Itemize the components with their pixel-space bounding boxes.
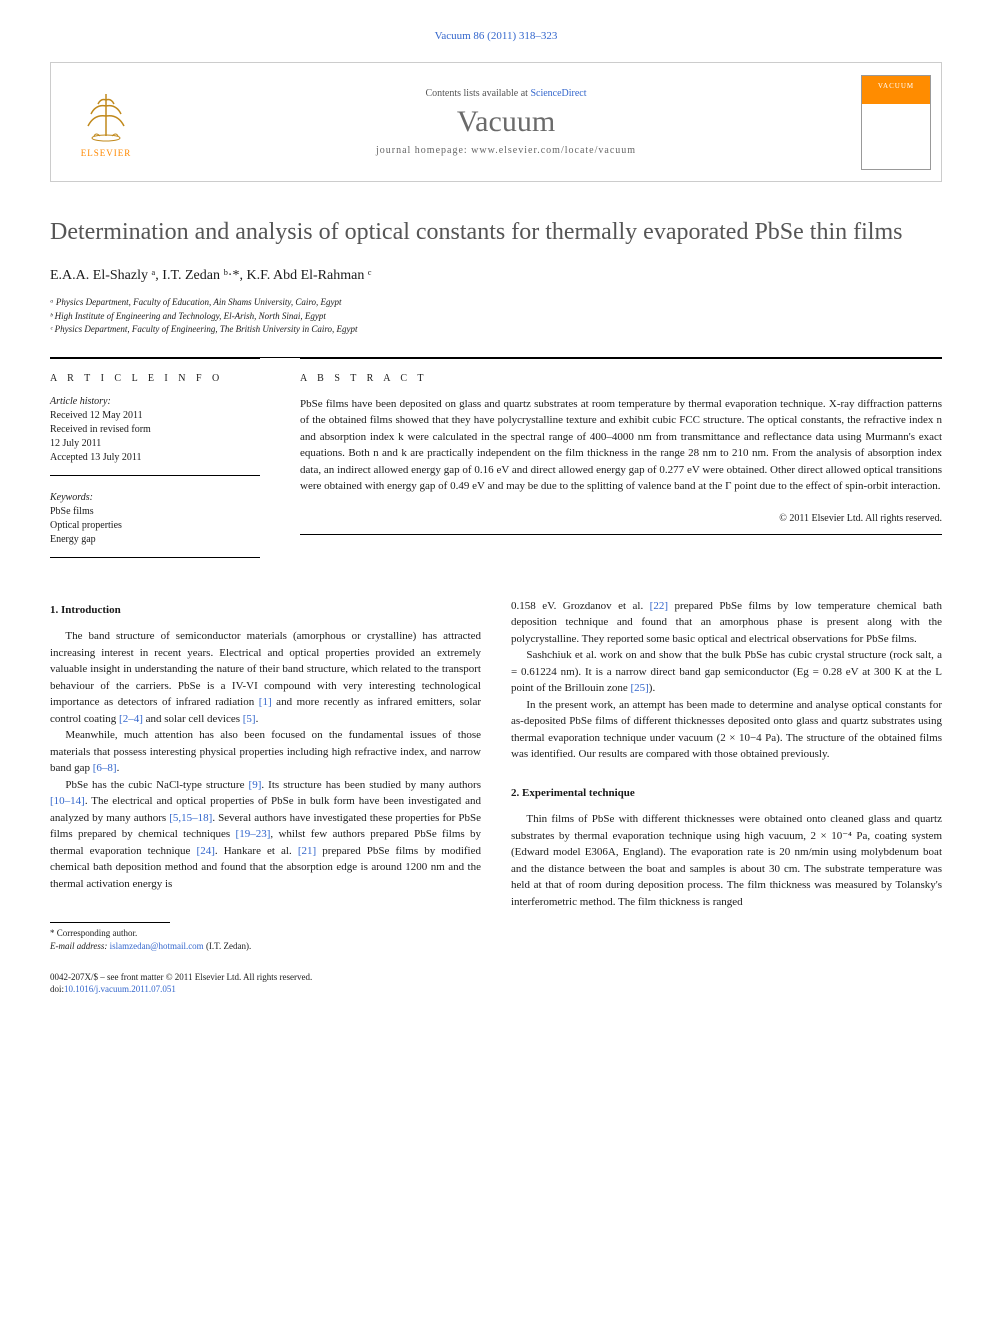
section-2-heading: 2. Experimental technique bbox=[511, 785, 942, 802]
keyword-1: PbSe films bbox=[50, 505, 260, 519]
journal-name: Vacuum bbox=[161, 105, 851, 139]
intro-para-5: Sashchiuk et al. work on and show that t… bbox=[511, 647, 942, 697]
abstract-copyright: © 2011 Elsevier Ltd. All rights reserved… bbox=[300, 513, 942, 535]
contents-prefix: Contents lists available at bbox=[425, 88, 530, 99]
contents-available-line: Contents lists available at ScienceDirec… bbox=[161, 88, 851, 99]
column-right: 0.158 eV. Grozdanov et al. [22] prepared… bbox=[511, 598, 942, 996]
affiliation-b: ᵇ High Institute of Engineering and Tech… bbox=[50, 310, 942, 324]
keywords-list: PbSe films Optical properties Energy gap bbox=[50, 505, 260, 558]
banner-center: Contents lists available at ScienceDirec… bbox=[161, 88, 851, 156]
intro-para-6: In the present work, an attempt has been… bbox=[511, 697, 942, 763]
abstract-heading: A B S T R A C T bbox=[300, 373, 942, 384]
corresponding-email[interactable]: islamzedan@hotmail.com bbox=[110, 941, 204, 951]
page-footer: 0042-207X/$ – see front matter © 2011 El… bbox=[50, 972, 481, 995]
keyword-3: Energy gap bbox=[50, 533, 260, 547]
abstract-text: PbSe films have been deposited on glass … bbox=[300, 396, 942, 505]
affiliations: ᵃ Physics Department, Faculty of Educati… bbox=[50, 296, 942, 337]
header-citation: Vacuum 86 (2011) 318–323 bbox=[50, 30, 942, 42]
history-received: Received 12 May 2011 bbox=[50, 409, 260, 423]
keywords-label: Keywords: bbox=[50, 492, 260, 503]
affiliation-a: ᵃ Physics Department, Faculty of Educati… bbox=[50, 296, 942, 310]
article-history: Received 12 May 2011 Received in revised… bbox=[50, 409, 260, 476]
sciencedirect-link[interactable]: ScienceDirect bbox=[530, 88, 586, 99]
journal-cover-block bbox=[851, 63, 941, 181]
author-list: E.A.A. El-Shazly ᵃ, I.T. Zedan ᵇ·*, K.F.… bbox=[50, 268, 942, 284]
history-accepted: Accepted 13 July 2011 bbox=[50, 451, 260, 465]
exp-para-1: Thin films of PbSe with different thickn… bbox=[511, 811, 942, 910]
article-info-heading: A R T I C L E I N F O bbox=[50, 373, 260, 384]
body-columns: 1. Introduction The band structure of se… bbox=[50, 598, 942, 996]
section-1-heading: 1. Introduction bbox=[50, 602, 481, 619]
article-title: Determination and analysis of optical co… bbox=[50, 217, 942, 248]
doi-line: doi:10.1016/j.vacuum.2011.07.051 bbox=[50, 984, 481, 996]
intro-para-4-cont: 0.158 eV. Grozdanov et al. [22] prepared… bbox=[511, 598, 942, 648]
intro-para-2: Meanwhile, much attention has also been … bbox=[50, 727, 481, 777]
doi-link[interactable]: 10.1016/j.vacuum.2011.07.051 bbox=[64, 984, 176, 994]
homepage-prefix: journal homepage: bbox=[376, 145, 471, 156]
affiliation-c: ᶜ Physics Department, Faculty of Enginee… bbox=[50, 323, 942, 337]
corresponding-label: * Corresponding author. bbox=[50, 927, 481, 940]
intro-para-3: PbSe has the cubic NaCl-type structure [… bbox=[50, 777, 481, 893]
email-label: E-mail address: bbox=[50, 941, 110, 951]
abstract-block: A B S T R A C T PbSe films have been dep… bbox=[300, 358, 942, 558]
email-person: (I.T. Zedan). bbox=[204, 941, 252, 951]
doi-label: doi: bbox=[50, 984, 64, 994]
homepage-url[interactable]: www.elsevier.com/locate/vacuum bbox=[471, 145, 636, 156]
history-revised-label: Received in revised form bbox=[50, 423, 260, 437]
article-info-block: A R T I C L E I N F O Article history: R… bbox=[50, 358, 260, 558]
keyword-2: Optical properties bbox=[50, 519, 260, 533]
column-left: 1. Introduction The band structure of se… bbox=[50, 598, 481, 996]
journal-banner: ELSEVIER Contents lists available at Sci… bbox=[50, 62, 942, 182]
elsevier-tree-icon bbox=[76, 86, 136, 146]
corresponding-author-footnote: * Corresponding author. E-mail address: … bbox=[50, 927, 481, 952]
intro-para-1: The band structure of semiconductor mate… bbox=[50, 628, 481, 727]
publisher-logo-block: ELSEVIER bbox=[51, 63, 161, 181]
history-revised-date: 12 July 2011 bbox=[50, 437, 260, 451]
publisher-name: ELSEVIER bbox=[81, 148, 132, 158]
footnote-separator bbox=[50, 922, 170, 923]
article-meta-row: A R T I C L E I N F O Article history: R… bbox=[50, 357, 942, 558]
journal-homepage-line: journal homepage: www.elsevier.com/locat… bbox=[161, 145, 851, 156]
corresponding-email-line: E-mail address: islamzedan@hotmail.com (… bbox=[50, 940, 481, 953]
journal-cover-thumbnail bbox=[861, 75, 931, 170]
front-matter-line: 0042-207X/$ – see front matter © 2011 El… bbox=[50, 972, 481, 984]
article-history-label: Article history: bbox=[50, 396, 260, 407]
